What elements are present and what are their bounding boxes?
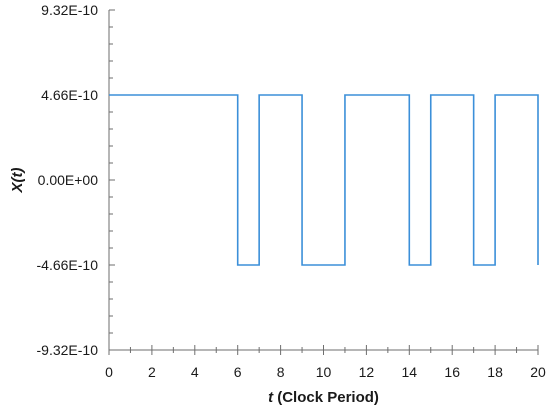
x-tick-label: 8 (277, 364, 285, 380)
x-minor-ticks (108, 345, 539, 355)
y-tick-label: 0.00E+00 (38, 172, 99, 188)
x-axis-unit: (Clock Period) (273, 389, 379, 406)
y-tick-label: 9.32E-10 (41, 2, 98, 18)
x-axis-title: t (Clock Period) (268, 389, 379, 406)
series-line-0 (109, 94, 539, 266)
tick-label-layer: 9.32E-10 4.66E-10 0.00E+00 -4.66E-10 -9.32E-… (37, 2, 546, 380)
y-tick-label: -9.32E-10 (37, 342, 99, 358)
x-tick-label: 6 (234, 364, 242, 380)
y-minor-ticks (109, 9, 115, 351)
x-tick-label: 18 (487, 364, 503, 380)
x-tick-label: 4 (191, 364, 199, 380)
series-layer (109, 94, 539, 266)
x-tick-label: 2 (148, 364, 156, 380)
x-tick-label: 10 (316, 364, 332, 380)
x-tick-label: 0 (105, 364, 113, 380)
x-tick-label: 16 (444, 364, 460, 380)
x-tick-label: 20 (530, 364, 546, 380)
axes-layer (108, 9, 539, 355)
y-axis-title: X(t) (9, 168, 26, 194)
x-tick-label: 14 (402, 364, 418, 380)
y-tick-label: 4.66E-10 (41, 87, 98, 103)
x-axis-variable: t (268, 389, 274, 406)
y-tick-label: -4.66E-10 (37, 257, 99, 273)
x-tick-label: 12 (359, 364, 375, 380)
